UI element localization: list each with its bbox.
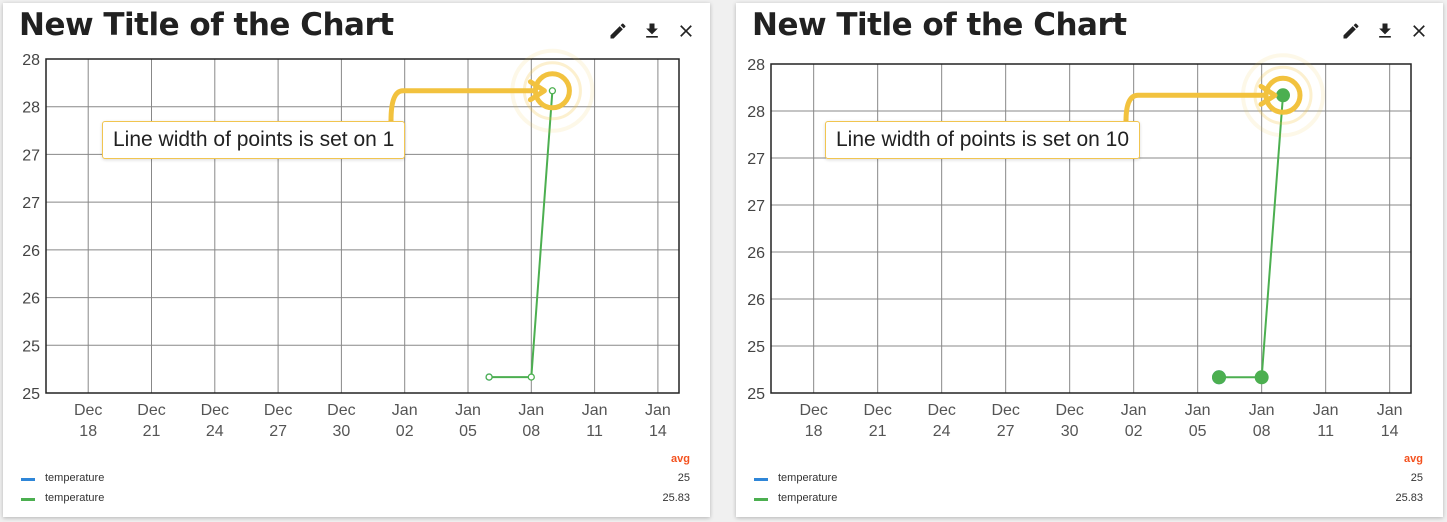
legend-item[interactable]: temperature 25.83 xyxy=(754,491,1423,507)
legend-series-name: temperature xyxy=(45,492,105,504)
legend-avg-header: avg xyxy=(1404,453,1423,465)
y-tick-label: 27 xyxy=(747,151,765,168)
annotation-arrowhead xyxy=(527,79,547,103)
x-tick-label: Jan 14 xyxy=(1377,402,1403,440)
chart-panel-left: New Title of the Chart Dec 18 Dec 21 Dec 24 De… xyxy=(3,3,710,517)
x-tick-label: Dec 27 xyxy=(264,402,292,440)
close-icon[interactable] xyxy=(1409,21,1429,41)
x-tick-label: Dec 21 xyxy=(863,402,891,440)
x-tick-label: Jan 08 xyxy=(1249,402,1275,440)
legend-avg-value: 25 xyxy=(1410,472,1423,484)
y-tick-label: 28 xyxy=(747,57,765,74)
y-tick-label: 26 xyxy=(747,292,765,309)
annotation-arrow xyxy=(388,88,535,132)
x-tick-label: Jan 11 xyxy=(582,402,608,440)
y-tick-label: 28 xyxy=(22,52,40,69)
y-tick-label: 26 xyxy=(22,243,40,260)
legend-avg-value: 25.83 xyxy=(662,492,690,504)
x-tick-label: Jan 05 xyxy=(1185,402,1211,440)
legend-avg-header: avg xyxy=(671,453,690,465)
edit-icon[interactable] xyxy=(1341,21,1361,41)
annotation-callout: Line width of points is set on 1 xyxy=(102,121,406,159)
legend-swatch xyxy=(754,478,768,481)
x-tick-label: Jan 02 xyxy=(1121,402,1147,440)
x-tick-label: Dec 24 xyxy=(927,402,955,440)
y-tick-label: 25 xyxy=(747,339,765,356)
legend-series-name: temperature xyxy=(778,492,838,504)
chart-plot: Dec 18 Dec 21 Dec 24 Dec 27 Dec 30 Jan 02 Jan 05 Jan 08… xyxy=(22,48,680,440)
plot-frame xyxy=(45,58,680,394)
series-line xyxy=(1219,95,1284,379)
highlight-ring xyxy=(1263,75,1303,115)
legend-series-name: temperature xyxy=(45,472,105,484)
plot-frame xyxy=(770,63,1412,394)
x-tick-label: Dec 30 xyxy=(327,402,355,440)
download-icon[interactable] xyxy=(1375,21,1395,41)
chart-legend: avg temperature 25 temperature 25.83 xyxy=(3,451,710,511)
y-tick-label: 25 xyxy=(747,386,765,403)
data-point xyxy=(485,373,493,381)
close-icon[interactable] xyxy=(676,21,696,41)
y-tick-label: 25 xyxy=(22,386,40,403)
x-tick-label: Dec 18 xyxy=(74,402,102,440)
chart-toolbar xyxy=(608,21,696,41)
y-tick-label: 26 xyxy=(22,291,40,308)
y-tick-label: 27 xyxy=(22,195,40,212)
legend-item[interactable]: temperature 25 xyxy=(754,471,1423,487)
y-tick-label: 28 xyxy=(747,104,765,121)
x-tick-label: Jan 08 xyxy=(518,402,544,440)
annotation-arrow xyxy=(1123,92,1266,132)
chart-toolbar xyxy=(1341,21,1429,41)
x-tick-label: Jan 11 xyxy=(1313,402,1339,440)
legend-swatch xyxy=(21,478,35,481)
y-tick-label: 25 xyxy=(22,338,40,355)
x-tick-label: Dec 24 xyxy=(201,402,229,440)
data-point xyxy=(548,87,557,95)
data-point xyxy=(1212,370,1226,385)
highlight-ring xyxy=(532,71,572,111)
download-icon[interactable] xyxy=(642,21,662,41)
data-point xyxy=(1254,370,1269,385)
annotation-arrowhead xyxy=(1258,83,1278,107)
edit-icon[interactable] xyxy=(608,21,628,41)
chart-plot: Dec 18 Dec 21 Dec 24 Dec 27 Dec 30 Jan 02 Jan 05 Jan 08… xyxy=(747,53,1412,440)
x-tick-label: Dec 27 xyxy=(991,402,1019,440)
series-line xyxy=(489,90,554,379)
legend-avg-value: 25.83 xyxy=(1395,492,1423,504)
y-tick-label: 27 xyxy=(22,147,40,164)
x-tick-label: Jan 02 xyxy=(392,402,418,440)
x-tick-label: Dec 30 xyxy=(1055,402,1083,440)
chart-panel-right: New Title of the Chart Dec 18 Dec 21 Dec 24 De… xyxy=(736,3,1443,517)
data-point xyxy=(1276,88,1290,103)
chart-legend: avg temperature 25 temperature 25.83 xyxy=(736,451,1443,511)
y-tick-label: 26 xyxy=(747,245,765,262)
legend-avg-value: 25 xyxy=(677,472,690,484)
legend-swatch xyxy=(21,498,35,501)
y-tick-label: 27 xyxy=(747,198,765,215)
chart-title: New Title of the Chart xyxy=(19,7,394,43)
y-tick-label: 28 xyxy=(22,100,40,117)
x-tick-label: Dec 18 xyxy=(799,402,827,440)
annotation-callout: Line width of points is set on 10 xyxy=(825,121,1141,159)
legend-item[interactable]: temperature 25 xyxy=(21,471,690,487)
x-tick-label: Dec 21 xyxy=(137,402,165,440)
x-tick-label: Jan 05 xyxy=(455,402,481,440)
data-point xyxy=(527,373,535,381)
chart-title: New Title of the Chart xyxy=(752,7,1127,43)
x-tick-label: Jan 14 xyxy=(645,402,671,440)
legend-swatch xyxy=(754,498,768,501)
legend-series-name: temperature xyxy=(778,472,838,484)
legend-item[interactable]: temperature 25.83 xyxy=(21,491,690,507)
